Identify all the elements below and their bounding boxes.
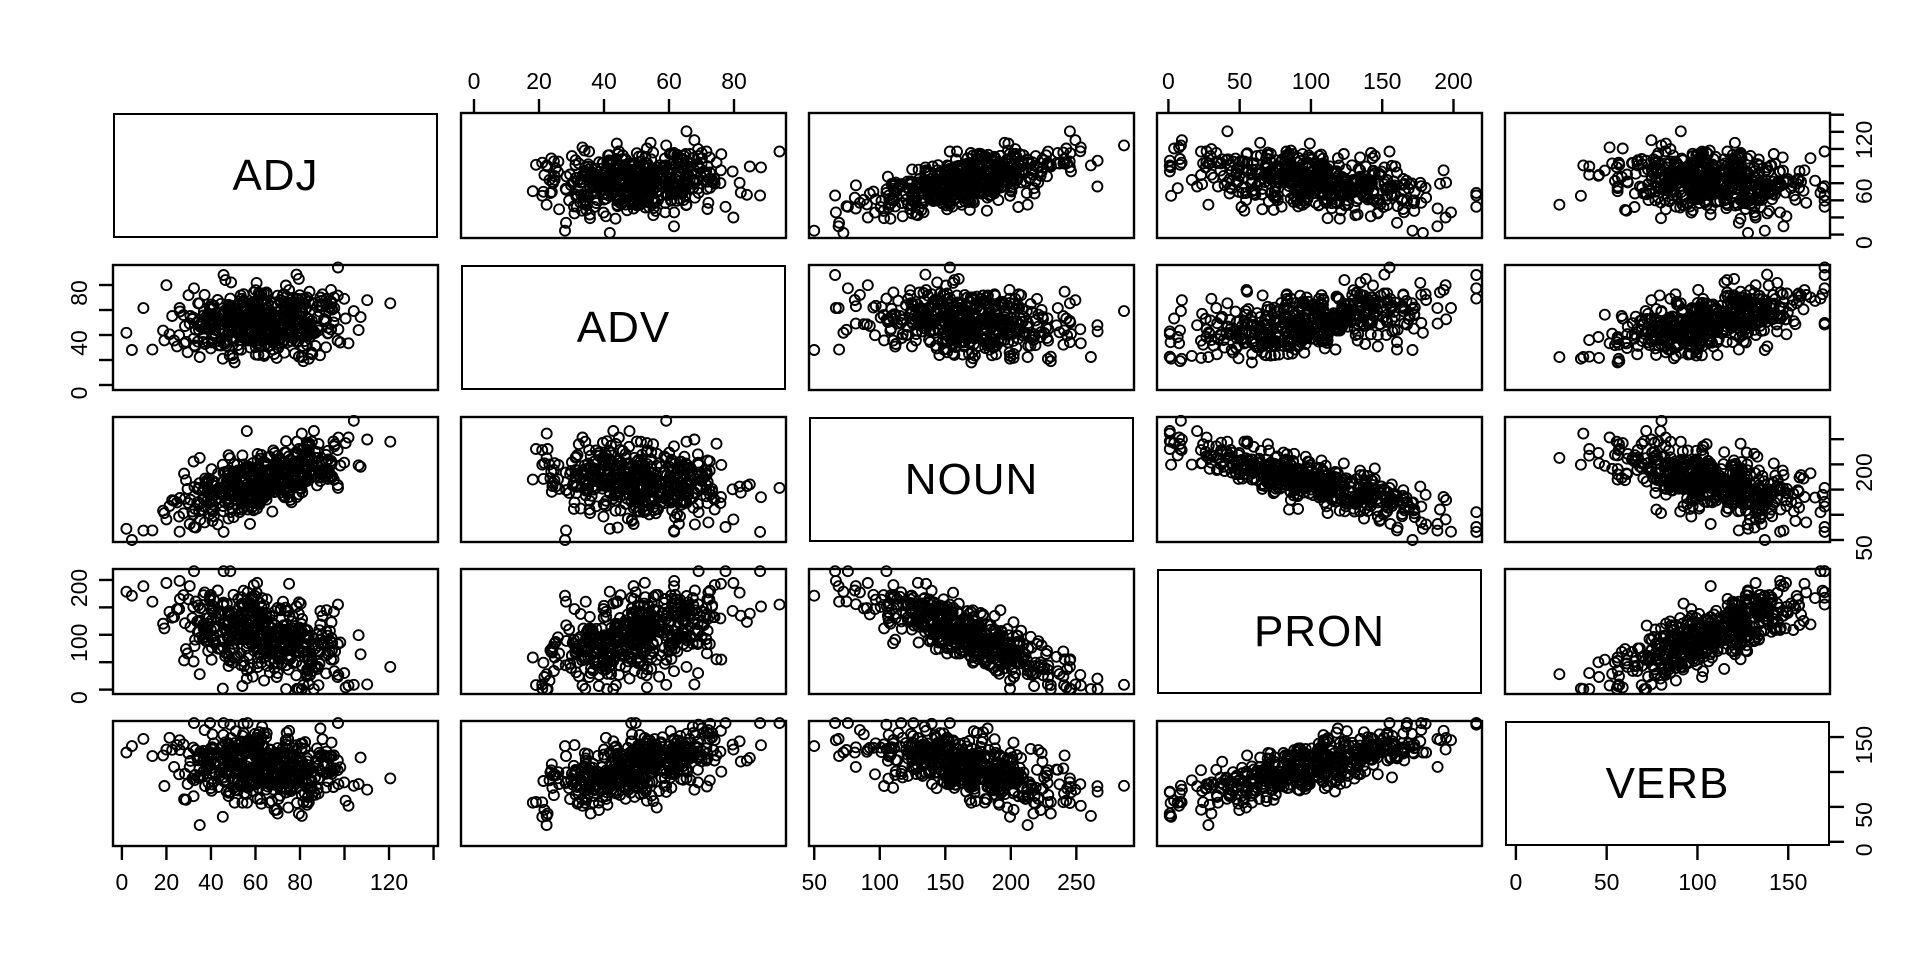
svg-text:20: 20 [526, 68, 552, 94]
scatter-adv-vs-noun [807, 261, 1136, 392]
scatter-adv-vs-pron [1155, 261, 1484, 392]
variable-label-adj: ADJ [232, 150, 319, 200]
svg-text:0: 0 [468, 68, 481, 94]
svg-text:0: 0 [1851, 843, 1877, 856]
svg-text:120: 120 [370, 869, 408, 895]
svg-text:100: 100 [66, 624, 92, 662]
scatter-verb-vs-noun [807, 717, 1136, 848]
svg-text:40: 40 [591, 68, 617, 94]
diag-cell-pron: PRON [1157, 569, 1482, 694]
svg-text:60: 60 [243, 869, 269, 895]
scatter-verb-vs-pron [1155, 717, 1484, 848]
svg-text:80: 80 [287, 869, 313, 895]
svg-text:200: 200 [992, 869, 1030, 895]
scatter-noun-vs-pron [1155, 414, 1484, 546]
scatter-pron-vs-adv [459, 565, 788, 696]
svg-text:250: 250 [1057, 869, 1095, 895]
svg-text:100: 100 [861, 869, 899, 895]
svg-text:0: 0 [1851, 236, 1877, 249]
svg-text:20: 20 [154, 869, 180, 895]
svg-text:40: 40 [198, 869, 224, 895]
scatterplot-matrix: ADJ ADV NOUN PRON [111, 111, 1832, 848]
variable-label-adv: ADV [576, 302, 671, 352]
variable-label-noun: NOUN [904, 454, 1039, 504]
scatter-adj-vs-adv [459, 111, 788, 240]
svg-text:150: 150 [1363, 68, 1401, 94]
scatter-adj-vs-noun [807, 111, 1136, 240]
scatter-verb-vs-adj [111, 717, 440, 848]
svg-text:200: 200 [1851, 453, 1877, 491]
scatter-pron-vs-adj [111, 565, 440, 696]
svg-text:200: 200 [66, 569, 92, 607]
svg-text:0: 0 [1509, 869, 1522, 895]
svg-text:120: 120 [1851, 121, 1877, 159]
svg-text:0: 0 [116, 869, 129, 895]
svg-text:80: 80 [66, 280, 92, 306]
scatter-pron-vs-verb [1503, 565, 1832, 696]
scatter-adv-vs-verb [1503, 261, 1832, 392]
scatter-noun-vs-adv [459, 414, 788, 546]
svg-text:60: 60 [1851, 178, 1877, 204]
svg-text:50: 50 [1851, 802, 1877, 828]
svg-text:150: 150 [926, 869, 964, 895]
scatter-adj-vs-verb [1503, 111, 1832, 240]
scatter-noun-vs-adj [111, 414, 440, 546]
svg-text:60: 60 [656, 68, 682, 94]
svg-text:100: 100 [1678, 869, 1716, 895]
scatter-noun-vs-verb [1503, 414, 1832, 546]
svg-text:50: 50 [1851, 535, 1877, 561]
diag-cell-adj: ADJ [113, 113, 438, 238]
svg-text:50: 50 [1594, 869, 1620, 895]
svg-text:50: 50 [801, 869, 827, 895]
scatter-adj-vs-pron [1155, 111, 1484, 240]
svg-text:200: 200 [1434, 68, 1472, 94]
diag-cell-verb: VERB [1505, 721, 1830, 846]
svg-text:150: 150 [1851, 726, 1877, 764]
svg-text:40: 40 [66, 330, 92, 356]
diag-cell-adv: ADV [461, 265, 786, 390]
svg-text:100: 100 [1292, 68, 1330, 94]
variable-label-verb: VERB [1605, 758, 1730, 808]
scatter-pron-vs-noun [807, 565, 1136, 696]
svg-text:150: 150 [1769, 869, 1807, 895]
svg-text:0: 0 [1162, 68, 1175, 94]
svg-text:50: 50 [1227, 68, 1253, 94]
variable-label-pron: PRON [1253, 606, 1386, 656]
scatter-verb-vs-adv [459, 717, 788, 848]
svg-text:80: 80 [721, 68, 747, 94]
svg-text:0: 0 [66, 691, 92, 704]
diag-cell-noun: NOUN [809, 417, 1134, 542]
svg-text:0: 0 [66, 387, 92, 400]
scatter-adv-vs-adj [111, 261, 440, 392]
